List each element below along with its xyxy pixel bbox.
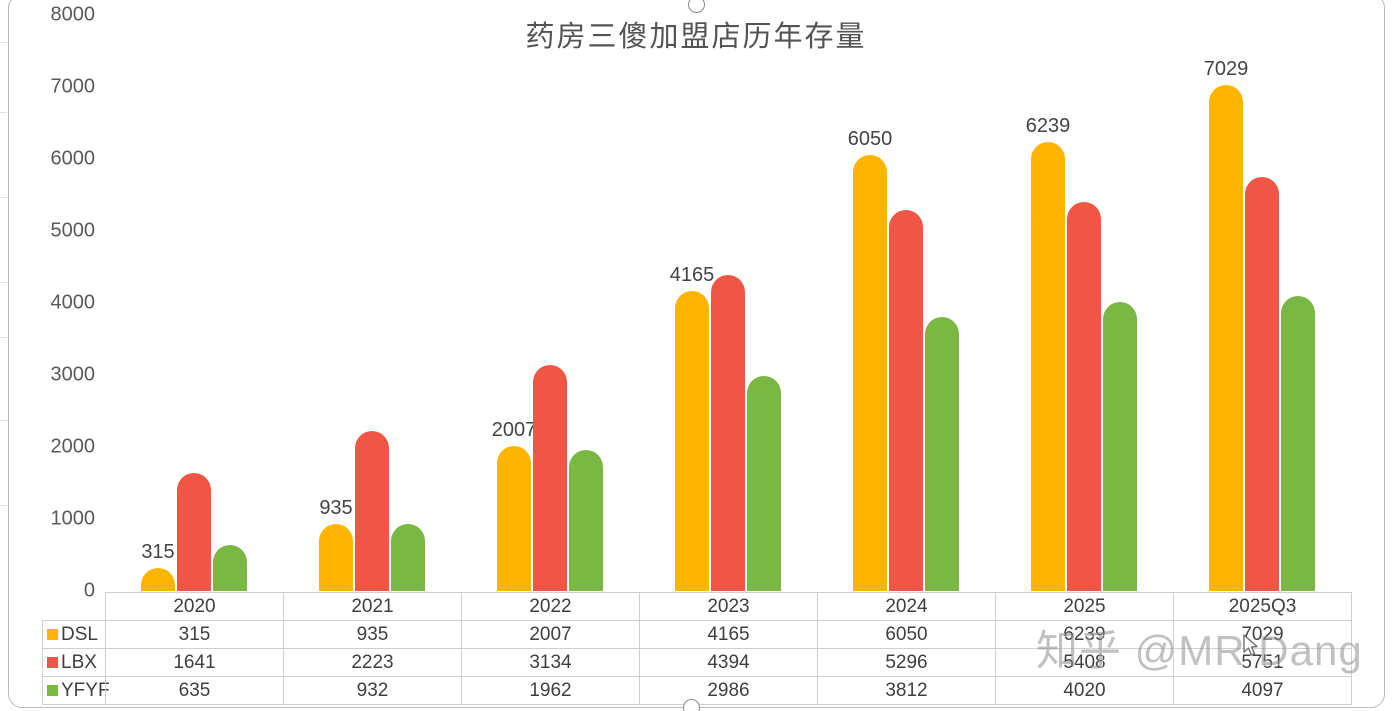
bar-DSL-2020[interactable] xyxy=(141,568,175,591)
table-value-YFYF-2024: 3812 xyxy=(817,676,996,705)
worksheet-gridline xyxy=(0,505,7,506)
bar-DSL-2024[interactable] xyxy=(853,155,887,591)
legend-swatch-icon xyxy=(47,657,58,668)
y-tick-label: 3000 xyxy=(50,363,96,386)
y-tick-label: 6000 xyxy=(50,147,96,170)
bar-DSL-2023[interactable] xyxy=(675,291,709,591)
table-value-LBX-2023: 4394 xyxy=(639,648,818,677)
table-value-YFYF-2021: 932 xyxy=(283,676,462,705)
bar-LBX-2020[interactable] xyxy=(177,472,211,591)
bar-value-label: 6239 xyxy=(1025,114,1071,137)
bar-value-label: 935 xyxy=(319,496,353,519)
legend-cell-DSL: DSL xyxy=(42,620,106,649)
y-tick-label: 8000 xyxy=(50,3,96,26)
bar-value-label: 4165 xyxy=(669,264,715,287)
worksheet-gridline xyxy=(0,337,7,338)
y-tick-label: 2000 xyxy=(50,435,96,458)
selection-handle-top[interactable] xyxy=(688,0,705,13)
chart-title[interactable]: 药房三傻加盟店历年存量 xyxy=(525,21,867,53)
y-tick-label: 4000 xyxy=(50,291,96,314)
y-tick-label: 7000 xyxy=(50,75,96,98)
bar-LBX-2025Q3[interactable] xyxy=(1245,176,1279,591)
table-value-DSL-2024: 6050 xyxy=(817,620,996,649)
table-header-2023: 2023 xyxy=(639,592,818,621)
legend-cell-YFYF: YFYF xyxy=(42,676,110,705)
worksheet-gridline xyxy=(0,420,7,421)
bar-LBX-2023[interactable] xyxy=(711,274,745,591)
bar-YFYF-2020[interactable] xyxy=(213,545,247,591)
bar-LBX-2021[interactable] xyxy=(355,430,389,591)
mouse-cursor-icon xyxy=(1243,634,1258,656)
table-value-YFYF-2025Q3: 4097 xyxy=(1173,676,1352,705)
bar-DSL-2022[interactable] xyxy=(497,446,531,591)
worksheet-gridline xyxy=(0,42,7,43)
table-value-DSL-2021: 935 xyxy=(283,620,462,649)
series-name: LBX xyxy=(61,651,97,673)
table-value-LBX-2020: 1641 xyxy=(105,648,284,677)
table-header-2020: 2020 xyxy=(105,592,284,621)
table-value-YFYF-2022: 1962 xyxy=(461,676,640,705)
table-header-2022: 2022 xyxy=(461,592,640,621)
y-tick-label: 0 xyxy=(83,579,95,602)
bar-LBX-2022[interactable] xyxy=(533,365,567,591)
legend-swatch-icon xyxy=(47,629,58,640)
bar-LBX-2025[interactable] xyxy=(1067,201,1101,591)
table-value-LBX-2024: 5296 xyxy=(817,648,996,677)
bar-YFYF-2024[interactable] xyxy=(925,316,959,591)
bar-YFYF-2021[interactable] xyxy=(391,523,425,591)
worksheet-gridline xyxy=(0,197,7,198)
worksheet-gridline xyxy=(0,282,7,283)
selection-handle-bottom[interactable] xyxy=(683,699,700,711)
legend-cell-LBX: LBX xyxy=(42,648,106,677)
y-tick-label: 5000 xyxy=(50,219,96,242)
worksheet-gridline xyxy=(0,112,7,113)
table-value-YFYF-2025: 4020 xyxy=(995,676,1174,705)
table-value-YFYF-2023: 2986 xyxy=(639,676,818,705)
bar-YFYF-2025[interactable] xyxy=(1103,301,1137,591)
series-name: YFYF xyxy=(61,679,110,701)
y-tick-label: 1000 xyxy=(50,507,96,530)
table-value-LBX-2022: 3134 xyxy=(461,648,640,677)
bar-YFYF-2023[interactable] xyxy=(747,376,781,591)
table-header-2021: 2021 xyxy=(283,592,462,621)
bar-LBX-2024[interactable] xyxy=(889,209,923,591)
bar-DSL-2025[interactable] xyxy=(1031,141,1065,591)
bar-YFYF-2025Q3[interactable] xyxy=(1281,296,1315,591)
table-value-YFYF-2020: 635 xyxy=(105,676,284,705)
table-value-DSL-2023: 4165 xyxy=(639,620,818,649)
watermark: 知乎 @MR Dang xyxy=(1036,627,1363,674)
bar-value-label: 6050 xyxy=(847,128,893,151)
legend-swatch-icon xyxy=(47,685,58,696)
table-header-2024: 2024 xyxy=(817,592,996,621)
bar-YFYF-2022[interactable] xyxy=(569,449,603,591)
bar-value-label: 7029 xyxy=(1203,57,1249,80)
bar-DSL-2021[interactable] xyxy=(319,523,353,591)
bar-DSL-2025Q3[interactable] xyxy=(1209,84,1243,591)
bar-value-label: 2007 xyxy=(491,419,537,442)
table-value-LBX-2021: 2223 xyxy=(283,648,462,677)
table-value-DSL-2020: 315 xyxy=(105,620,284,649)
series-name: DSL xyxy=(61,623,98,645)
bar-value-label: 315 xyxy=(141,541,175,564)
table-value-DSL-2022: 2007 xyxy=(461,620,640,649)
